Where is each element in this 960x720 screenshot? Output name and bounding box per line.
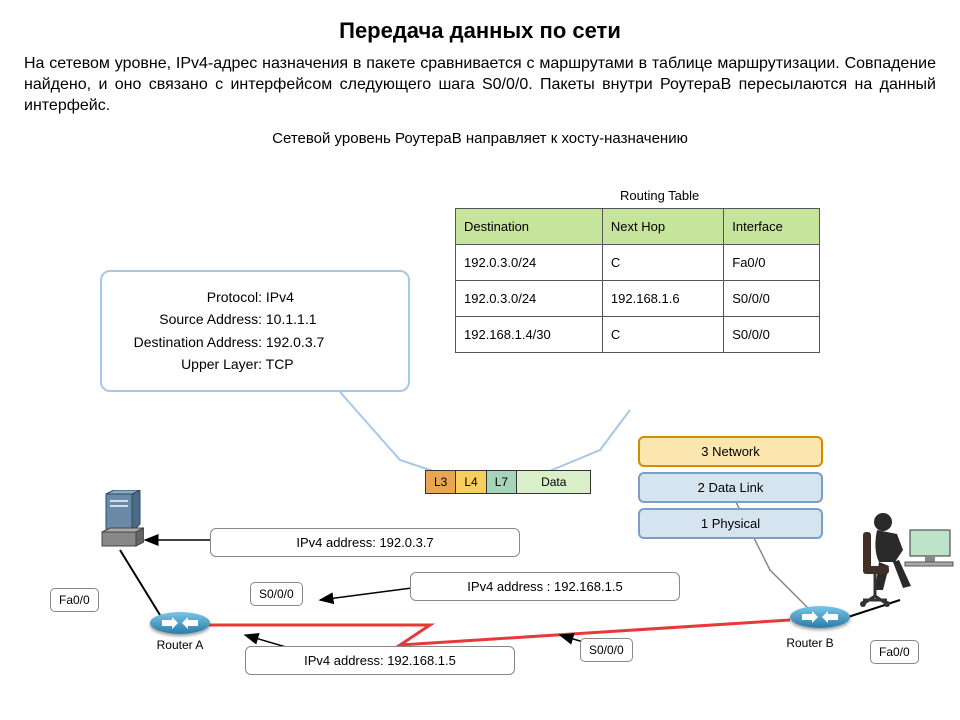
ipv4-addr-1: IPv4 address: 192.0.3.7 [210, 528, 520, 557]
router-b-icon: Router B [790, 606, 850, 628]
upper-value: TCP [266, 356, 294, 372]
iface-fa00-right: Fa0/0 [870, 640, 919, 664]
osi-layer-box: 2 Data Link [638, 472, 823, 503]
description-text: На сетевом уровне, IPv4-адрес назначения… [0, 54, 960, 124]
page-title: Передача данных по сети [0, 0, 960, 54]
packet-info-callout: Protocol: IPv4 Source Address: 10.1.1.1 … [100, 270, 410, 392]
diagram-subtitle: Сетевой уровень РоутераB направляет к хо… [0, 130, 960, 147]
workstation-user-icon [855, 500, 955, 625]
routing-table-label: Routing Table [620, 188, 699, 203]
table-row: 192.0.3.0/24CFa0/0 [456, 245, 820, 281]
osi-layer-box: 3 Network [638, 436, 823, 467]
table-cell: 192.168.1.4/30 [456, 317, 603, 353]
encap-segment: Data [517, 471, 590, 493]
table-row: 192.0.3.0/24192.168.1.6S0/0/0 [456, 281, 820, 317]
routing-table-header: Next Hop [602, 209, 723, 245]
src-value: 10.1.1.1 [266, 311, 317, 327]
table-row: 192.168.1.4/30CS0/0/0 [456, 317, 820, 353]
table-cell: Fa0/0 [724, 245, 820, 281]
routing-table-header: Interface [724, 209, 820, 245]
routing-table: DestinationNext HopInterface 192.0.3.0/2… [455, 208, 820, 353]
router-a-icon: Router A [150, 612, 210, 652]
table-cell: S0/0/0 [724, 281, 820, 317]
ipv4-addr-2: IPv4 address : 192.168.1.5 [410, 572, 680, 601]
table-cell: 192.168.1.6 [602, 281, 723, 317]
server-icon [100, 490, 144, 550]
router-b-label: Router B [760, 636, 860, 650]
encap-segment: L7 [487, 471, 517, 493]
table-cell: C [602, 317, 723, 353]
protocol-label: Protocol: [122, 286, 262, 308]
upper-label: Upper Layer: [122, 353, 262, 375]
iface-fa00-left: Fa0/0 [50, 588, 99, 612]
table-cell: S0/0/0 [724, 317, 820, 353]
osi-layer-box: 1 Physical [638, 508, 823, 539]
ipv4-addr-3: IPv4 address: 192.168.1.5 [245, 646, 515, 675]
dst-value: 192.0.3.7 [266, 334, 324, 350]
table-cell: C [602, 245, 723, 281]
table-cell: 192.0.3.0/24 [456, 245, 603, 281]
router-a-label: Router A [150, 638, 210, 652]
routing-table-header: Destination [456, 209, 603, 245]
iface-s000-right: S0/0/0 [580, 638, 633, 662]
src-label: Source Address: [122, 308, 262, 330]
network-diagram: Routing Table DestinationNext HopInterfa… [0, 170, 960, 710]
encap-segment: L4 [456, 471, 486, 493]
encap-segment: L3 [426, 471, 456, 493]
protocol-value: IPv4 [266, 289, 294, 305]
dst-label: Destination Address: [122, 331, 262, 353]
encapsulation-segments: L3L4L7Data [425, 470, 591, 494]
iface-s000-left: S0/0/0 [250, 582, 303, 606]
table-cell: 192.0.3.0/24 [456, 281, 603, 317]
